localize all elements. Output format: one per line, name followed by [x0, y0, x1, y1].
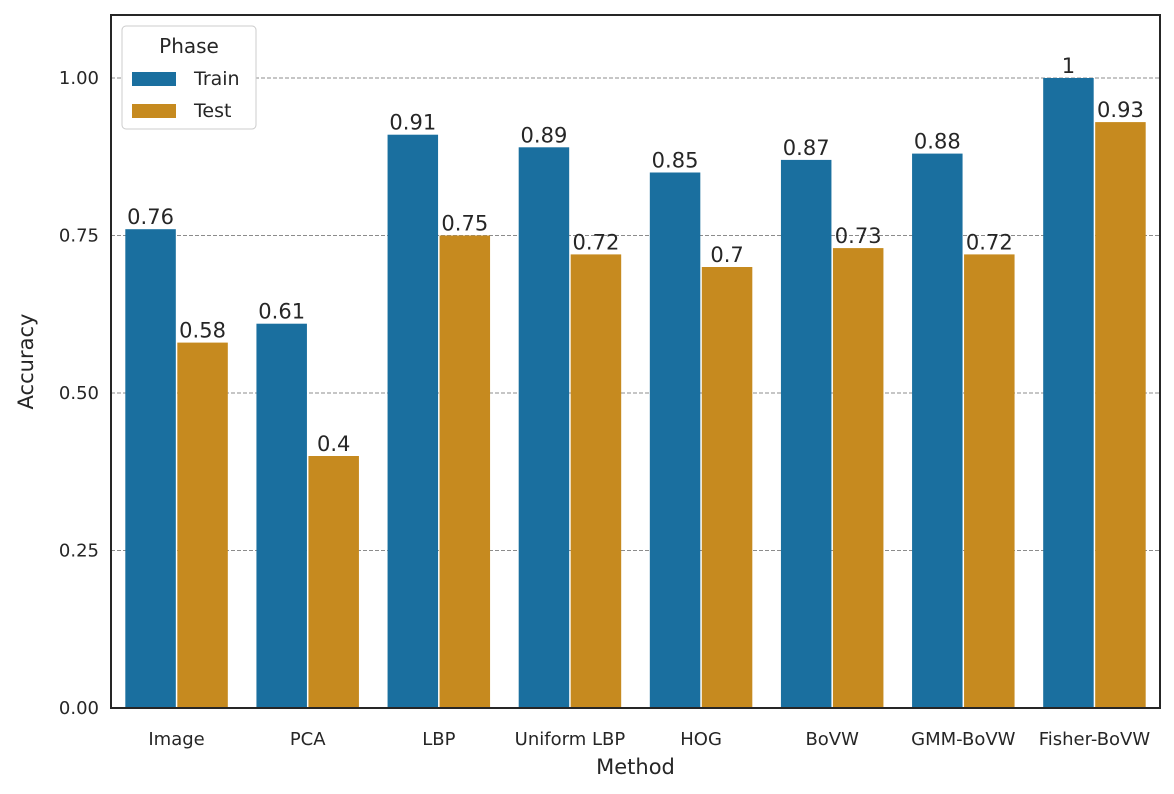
legend-label-train: Train	[193, 68, 240, 90]
bar-train-bovw	[780, 159, 832, 708]
bar-value-label: 0.7	[710, 243, 743, 267]
bar-test-lbp	[439, 235, 491, 708]
legend: Phase Train Test	[121, 25, 257, 130]
x-tick-label: BoVW	[805, 729, 859, 750]
bar-train-lbp	[387, 134, 439, 708]
bar-value-label: 0.4	[317, 432, 350, 456]
y-axis-ticks: 0.00 0.25 0.50 0.75 1.00	[59, 68, 99, 719]
y-tick-label: 0.00	[59, 698, 99, 719]
bar-test-bovw	[832, 248, 884, 708]
y-tick-label: 0.75	[59, 226, 99, 247]
bar-train-gmm-bovw	[912, 153, 963, 709]
bar-test-hog	[701, 267, 753, 708]
bar-value-label: 0.93	[1097, 98, 1144, 122]
bar-value-label: 0.88	[914, 130, 961, 154]
y-tick-label: 0.50	[59, 383, 99, 404]
x-axis-label: Method	[596, 755, 675, 779]
bar-labels: 0.76 0.58 0.61 0.4 0.91 0.75 0.89 0.72 0.85 0.7 0.…	[127, 54, 1144, 456]
bar-value-label: 0.87	[783, 136, 830, 160]
bar-value-label: 0.72	[966, 230, 1013, 254]
bar-train-image	[125, 229, 176, 708]
bar-test-uniform-lbp	[570, 254, 622, 708]
x-tick-label: PCA	[290, 729, 326, 750]
x-tick-label: Image	[148, 729, 204, 750]
bar-train-uniform-lbp	[518, 147, 570, 709]
y-axis-label: Accuracy	[14, 314, 38, 410]
bar-test-pca	[308, 456, 359, 708]
bars	[125, 78, 1146, 709]
bar-value-label: 0.76	[127, 205, 174, 229]
bar-value-label: 0.73	[835, 224, 882, 248]
bar-train-hog	[649, 172, 701, 708]
x-tick-label: Uniform LBP	[515, 729, 626, 750]
x-tick-label: GMM-BoVW	[911, 729, 1016, 750]
x-tick-label: Fisher-BoVW	[1039, 729, 1151, 750]
bar-value-label: 0.85	[652, 149, 699, 173]
legend-title: Phase	[159, 34, 219, 58]
x-tick-label: LBP	[422, 729, 455, 750]
bar-test-image	[177, 342, 228, 708]
bar-value-label: 0.72	[573, 230, 620, 254]
bar-value-label: 0.58	[179, 319, 226, 343]
legend-swatch-train	[132, 72, 176, 86]
bar-value-label: 0.91	[389, 111, 436, 135]
y-tick-label: 1.00	[59, 68, 99, 89]
bar-value-label: 0.61	[258, 300, 305, 324]
bar-train-pca	[256, 323, 307, 708]
bar-test-fisher-bovw	[1095, 122, 1146, 709]
x-tick-label: HOG	[680, 729, 722, 750]
x-axis-ticks: Image PCA LBP Uniform LBP HOG BoVW GMM-BoVW Fis…	[148, 729, 1150, 750]
legend-swatch-test	[132, 104, 176, 118]
legend-box	[121, 25, 257, 130]
bar-value-label: 0.89	[521, 123, 568, 147]
legend-label-test: Test	[193, 100, 231, 122]
bar-value-label: 0.75	[441, 212, 488, 236]
bar-train-fisher-bovw	[1043, 78, 1094, 708]
bar-test-gmm-bovw	[964, 254, 1015, 708]
y-tick-label: 0.25	[59, 541, 99, 562]
bar-value-label: 1	[1062, 54, 1075, 78]
plot-frame	[110, 14, 1161, 709]
